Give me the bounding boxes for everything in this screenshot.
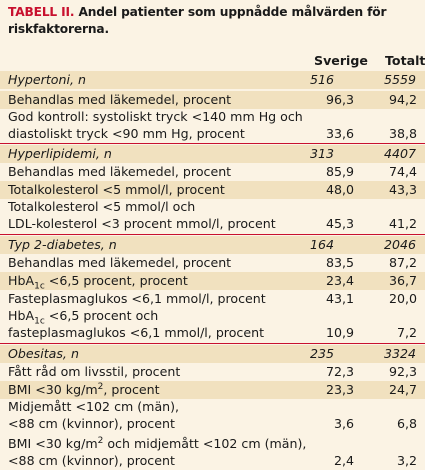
- value-totalt: 36,7: [388, 273, 417, 288]
- value-sverige: 33,6: [325, 126, 354, 141]
- group-row: Hyperlipidemi, n 313 4407: [0, 145, 425, 163]
- row-label: Behandlas med läkemedel, procent: [8, 255, 232, 270]
- value-sverige: 3,6: [333, 416, 354, 431]
- value-totalt: 4407: [384, 146, 417, 161]
- row-label: Midjemått <102 cm (män), <88 cm (kvinnor)…: [8, 399, 180, 431]
- value-totalt: 2046: [384, 237, 417, 252]
- section-divider: [0, 143, 425, 144]
- value-totalt: 94,2: [388, 92, 417, 107]
- table-row: Behandlas med läkemedel, procent 83,5 87,2: [0, 254, 425, 272]
- row-label: HbA1c <6,5 procent, procent: [8, 273, 188, 292]
- table-row: Fått råd om livsstil, procent 72,3 92,3: [0, 363, 425, 381]
- group-row: Hypertoni, n 516 5559: [0, 71, 425, 89]
- value-sverige: 516: [310, 72, 335, 87]
- row-label: Fasteplasmaglukos <6,1 mmol/l, procent: [8, 291, 266, 306]
- value-sverige: 2,4: [333, 453, 354, 468]
- group-row: Obesitas, n 235 3324: [0, 345, 425, 363]
- table-row: HbA1c <6,5 procent och fasteplasmaglukos …: [0, 307, 425, 342]
- table-row: Fasteplasmaglukos <6,1 mmol/l, procent 43…: [0, 290, 425, 308]
- value-totalt: 38,8: [388, 126, 417, 141]
- table-row: God kontroll: systoliskt tryck <140 mm H…: [0, 108, 425, 143]
- column-header-totalt: Totalt: [385, 53, 425, 68]
- value-sverige: 10,9: [325, 325, 354, 340]
- value-sverige: 164: [310, 237, 335, 252]
- value-totalt: 3324: [384, 346, 417, 361]
- row-label: Hyperlipidemi, n: [8, 146, 112, 161]
- value-sverige: 235: [310, 346, 335, 361]
- row-label: Fått råd om livsstil, procent: [8, 364, 181, 379]
- value-sverige: 72,3: [325, 364, 354, 379]
- value-sverige: 83,5: [325, 255, 354, 270]
- value-totalt: 6,8: [396, 416, 417, 431]
- section-divider: [0, 343, 425, 344]
- row-label: Typ 2-diabetes, n: [8, 237, 117, 252]
- table-row: BMI <30 kg/m2, procent 23,3 24,7: [0, 381, 425, 399]
- table-row: Behandlas med läkemedel, procent 85,9 74,4: [0, 163, 425, 181]
- section-divider: [0, 234, 425, 235]
- value-totalt: 5559: [384, 72, 417, 87]
- row-label: HbA1c <6,5 procent och fasteplasmaglukos …: [8, 308, 265, 340]
- row-label: Obesitas, n: [8, 346, 79, 361]
- table-caption: Andel patienter som uppnådde målvärden f…: [8, 5, 387, 36]
- row-label: BMI <30 kg/m2, procent: [8, 381, 160, 397]
- group-row: Typ 2-diabetes, n 164 2046: [0, 236, 425, 254]
- value-sverige: 313: [310, 146, 335, 161]
- table-row: Totalkolesterol <5 mmol/l och LDL-koleste…: [0, 198, 425, 233]
- value-totalt: 3,2: [396, 453, 417, 468]
- value-sverige: 85,9: [325, 164, 354, 179]
- table-row: Totalkolesterol <5 mmol/l, procent 48,0 43…: [0, 181, 425, 199]
- table-row: BMI <30 kg/m2 och midjemått <102 cm (män…: [0, 435, 425, 470]
- value-totalt: 74,4: [388, 164, 417, 179]
- value-totalt: 24,7: [388, 382, 417, 397]
- value-totalt: 87,2: [388, 255, 417, 270]
- value-sverige: 43,1: [325, 291, 354, 306]
- value-totalt: 20,0: [388, 291, 417, 306]
- table-row: Behandlas med läkemedel, procent 96,3 94,2: [0, 91, 425, 109]
- column-header-sverige: Sverige: [314, 53, 368, 68]
- value-sverige: 23,4: [325, 273, 354, 288]
- value-totalt: 41,2: [388, 216, 417, 231]
- value-totalt: 92,3: [388, 364, 417, 379]
- table-row: Midjemått <102 cm (män), <88 cm (kvinnor)…: [0, 398, 425, 433]
- row-label: Behandlas med läkemedel, procent: [8, 92, 232, 107]
- value-sverige: 48,0: [325, 182, 354, 197]
- value-sverige: 23,3: [325, 382, 354, 397]
- value-totalt: 43,3: [388, 182, 417, 197]
- row-label: Hypertoni, n: [8, 72, 86, 87]
- value-totalt: 7,2: [396, 325, 417, 340]
- table-label: TABELL II.: [8, 5, 75, 19]
- row-label: BMI <30 kg/m2 och midjemått <102 cm (män…: [8, 435, 307, 468]
- row-label: God kontroll: systoliskt tryck <140 mm H…: [8, 109, 303, 141]
- row-label: Totalkolesterol <5 mmol/l och LDL-koleste…: [8, 199, 276, 231]
- value-sverige: 96,3: [325, 92, 354, 107]
- row-label: Totalkolesterol <5 mmol/l, procent: [8, 182, 225, 197]
- row-label: Behandlas med läkemedel, procent: [8, 164, 232, 179]
- table-row: HbA1c <6,5 procent, procent 23,4 36,7: [0, 272, 425, 292]
- value-sverige: 45,3: [325, 216, 354, 231]
- table-title: TABELL II. Andel patienter som uppnådde …: [8, 4, 416, 38]
